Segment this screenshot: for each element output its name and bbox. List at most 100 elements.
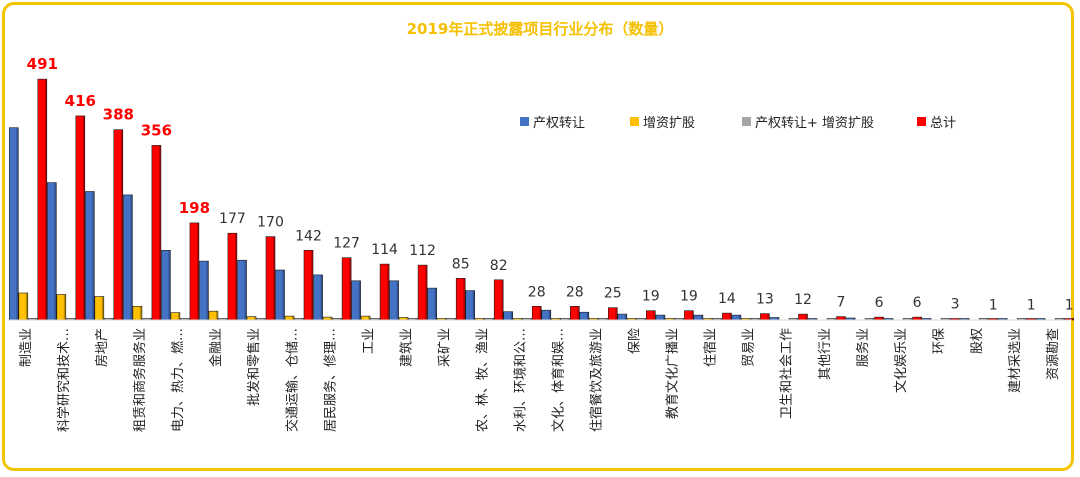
bar-shade-2-13	[482, 318, 485, 320]
bar-shade-4-22	[843, 316, 846, 320]
legend-swatch-2	[630, 117, 639, 126]
bar-shade-3-25	[948, 318, 951, 320]
bar-shade-3-18	[681, 318, 684, 320]
bar-shade-1-4	[130, 194, 133, 320]
bar-shade-1-3	[92, 191, 95, 320]
data-label-27: 1	[1027, 298, 1036, 314]
category-label-13: 农、林、牧、渔业	[475, 328, 490, 432]
category-labels: 制造业 科学研究和技术… 房地产 租赁和商务服务业 电力、热力、燃… 金融业 批发和零售业 交…	[19, 328, 1061, 432]
bar-shade-4-25	[957, 318, 960, 320]
bar-shade-4-28	[1071, 318, 1074, 320]
bar-shade-3-24	[910, 318, 913, 320]
category-label-14: 水利、环境和公…	[514, 328, 529, 432]
legend-label-2: 增资扩股	[643, 116, 695, 131]
bar-shade-2-19	[710, 318, 713, 320]
bar-shade-4-8	[311, 250, 313, 320]
bar-shade-4-1	[44, 79, 47, 320]
legend-label-1: 产权转让	[533, 115, 585, 131]
category-label-8: 交通运输、仓储…	[284, 328, 300, 432]
data-label-10: 114	[371, 242, 398, 258]
legend-label-3: 产权转让+ 增资扩股	[755, 115, 874, 131]
bar-shade-3-13	[491, 318, 494, 320]
bar-shade-1-27	[1005, 318, 1008, 320]
data-label-11: 112	[409, 243, 436, 259]
bar-shade-3-3	[111, 318, 114, 320]
bar-shade-2-14	[520, 318, 523, 320]
bar-shade-3-16	[605, 318, 608, 320]
bar-shade-3-23	[872, 318, 875, 320]
bar-shade-3-28	[1062, 318, 1065, 320]
bar-shade-1-26	[967, 318, 970, 320]
bar-shade-1-12	[434, 288, 437, 320]
chart-frame	[2, 2, 1074, 471]
data-label-13: 82	[490, 258, 508, 274]
bar-shade-4-24	[919, 317, 922, 320]
legend-label-4: 总计	[930, 116, 956, 131]
bar-shade-2-9	[330, 317, 333, 320]
bar-shade-4-3	[120, 129, 123, 320]
bar-shade-2-20	[748, 318, 751, 320]
bar-shade-1-25	[929, 318, 932, 320]
bar-shade-4-16	[615, 307, 618, 320]
category-label-12: 采矿业	[437, 328, 452, 367]
bar-shade-1-16	[586, 312, 589, 320]
bar-shade-4-17	[653, 310, 656, 320]
bar-shade-2-2	[63, 294, 66, 320]
bar-shade-1-11	[396, 280, 399, 320]
bar-shade-2-1	[25, 293, 28, 320]
bar-shade-2-18	[672, 318, 675, 320]
bar-shade-1-24	[891, 318, 894, 320]
category-label-9: 居民服务、修理…	[322, 328, 338, 432]
data-label-14: 28	[528, 284, 546, 300]
bar-shade-2-11	[406, 317, 409, 320]
bar-shade-2-10	[368, 316, 371, 320]
category-label-28: 资源勘查	[1046, 328, 1061, 380]
bar-shade-1-17	[624, 314, 627, 320]
bar-shade-4-4	[158, 145, 161, 320]
bar-shade-1-15	[548, 310, 551, 320]
category-label-11: 建筑业	[398, 328, 414, 367]
bar-shade-3-11	[415, 318, 418, 320]
bar-shade-3-2	[73, 318, 76, 320]
bar-shade-4-21	[805, 314, 808, 320]
category-label-20: 贸易业	[742, 328, 757, 367]
chart-legend: 产权转让 增资扩股 产权转让+ 增资扩股 总计	[520, 115, 956, 131]
category-label-23: 服务业	[855, 328, 871, 367]
bar-shade-2-16	[596, 318, 599, 320]
data-label-6: 177	[219, 211, 246, 227]
bar-shade-1-8	[282, 270, 285, 320]
category-label-2: 科学研究和技术…	[56, 328, 72, 432]
category-label-1: 制造业	[19, 328, 34, 367]
data-label-5: 198	[179, 199, 210, 217]
bar-shade-3-6	[225, 318, 228, 320]
bar-shade-3-1	[35, 318, 38, 320]
bar-shade-3-19	[719, 318, 722, 320]
data-label-16: 25	[604, 286, 622, 302]
bar-shade-4-14	[539, 306, 542, 320]
bar-shade-3-12	[453, 318, 456, 320]
bar-shade-3-27	[1024, 318, 1027, 320]
bar-shade-3-8	[301, 318, 304, 320]
chart-title: 2019年正式披露项目行业分布（数量）	[407, 20, 674, 38]
category-label-4: 租赁和商务服务业	[132, 328, 148, 432]
category-label-15: 文化、体育和娱…	[551, 328, 567, 432]
data-label-18: 19	[680, 289, 698, 305]
bar-shade-2-3	[101, 296, 104, 320]
bar-shade-3-17	[643, 318, 646, 320]
bar-shade-1-1	[16, 127, 19, 320]
bar-shade-2-15	[558, 318, 561, 320]
bar-shade-1-19	[700, 315, 703, 320]
data-label-25: 3	[951, 297, 960, 313]
category-label-27: 建材采选业	[1008, 328, 1023, 393]
bar-shade-1-18	[662, 315, 665, 320]
bar-shade-3-21	[796, 318, 798, 320]
data-label-22: 7	[837, 295, 846, 311]
bar-shade-3-10	[377, 318, 380, 320]
bar-shade-4-26	[995, 318, 998, 320]
category-label-22: 其他行业	[818, 328, 833, 380]
bar-shade-3-14	[529, 318, 532, 320]
bar-shade-1-9	[320, 274, 323, 320]
bar-shade-3-5	[187, 318, 190, 320]
